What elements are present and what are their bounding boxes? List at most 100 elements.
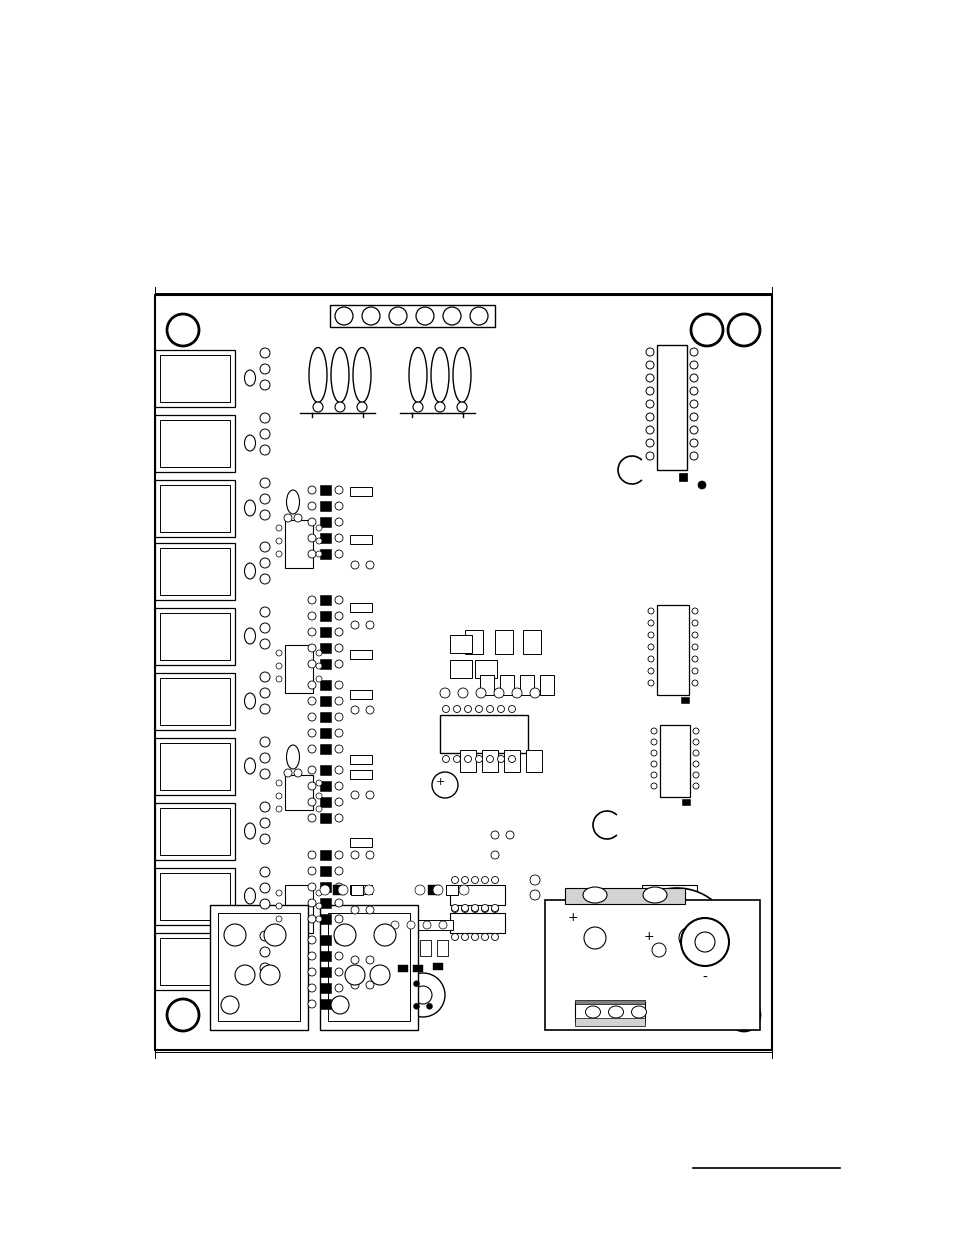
- Circle shape: [481, 877, 488, 883]
- Circle shape: [260, 947, 270, 957]
- Circle shape: [260, 672, 270, 682]
- Bar: [428, 885, 439, 895]
- Circle shape: [260, 429, 270, 438]
- Circle shape: [284, 514, 292, 522]
- Ellipse shape: [244, 693, 255, 709]
- Circle shape: [335, 745, 343, 753]
- Bar: [319, 595, 331, 605]
- Bar: [350, 690, 372, 699]
- Circle shape: [275, 781, 282, 785]
- Circle shape: [650, 772, 657, 778]
- Circle shape: [512, 688, 521, 698]
- Circle shape: [308, 867, 315, 876]
- Circle shape: [442, 308, 460, 325]
- Circle shape: [457, 688, 468, 698]
- Circle shape: [647, 643, 654, 650]
- Circle shape: [335, 629, 343, 636]
- Bar: [154, 673, 234, 730]
- Circle shape: [456, 403, 467, 412]
- Circle shape: [308, 697, 315, 705]
- Circle shape: [471, 905, 478, 913]
- Bar: [479, 676, 494, 695]
- Bar: [160, 743, 230, 790]
- Text: +: +: [435, 777, 444, 787]
- Circle shape: [645, 452, 654, 459]
- Bar: [525, 750, 541, 772]
- Circle shape: [692, 739, 699, 745]
- Bar: [154, 350, 234, 408]
- Bar: [319, 517, 331, 527]
- Circle shape: [308, 899, 315, 906]
- Bar: [319, 914, 331, 924]
- Circle shape: [691, 632, 698, 638]
- Bar: [154, 932, 234, 990]
- Circle shape: [260, 510, 270, 520]
- Bar: [154, 739, 234, 795]
- Circle shape: [645, 438, 654, 447]
- Circle shape: [486, 705, 493, 713]
- Circle shape: [234, 965, 254, 986]
- Bar: [419, 940, 431, 956]
- Circle shape: [422, 921, 431, 929]
- Bar: [350, 487, 372, 496]
- Circle shape: [651, 944, 665, 957]
- Ellipse shape: [244, 370, 255, 387]
- Bar: [433, 963, 442, 969]
- Circle shape: [645, 361, 654, 369]
- Circle shape: [391, 921, 398, 929]
- Bar: [319, 882, 331, 892]
- Bar: [160, 548, 230, 595]
- Bar: [499, 676, 514, 695]
- Circle shape: [491, 831, 498, 839]
- Circle shape: [260, 965, 280, 986]
- Circle shape: [275, 793, 282, 799]
- Circle shape: [647, 680, 654, 685]
- Ellipse shape: [244, 888, 255, 904]
- Bar: [330, 305, 495, 327]
- Circle shape: [698, 480, 705, 489]
- Circle shape: [260, 818, 270, 827]
- Circle shape: [260, 412, 270, 424]
- Circle shape: [294, 769, 302, 777]
- Circle shape: [356, 403, 367, 412]
- Bar: [319, 866, 331, 876]
- Circle shape: [167, 999, 199, 1031]
- Circle shape: [645, 374, 654, 382]
- Circle shape: [415, 885, 424, 895]
- Circle shape: [366, 906, 374, 914]
- Bar: [319, 850, 331, 860]
- Circle shape: [471, 877, 478, 883]
- Circle shape: [691, 643, 698, 650]
- Ellipse shape: [453, 347, 471, 403]
- Circle shape: [481, 934, 488, 941]
- Bar: [450, 885, 504, 905]
- Bar: [519, 676, 534, 695]
- Circle shape: [315, 650, 322, 656]
- Circle shape: [260, 558, 270, 568]
- Circle shape: [224, 924, 246, 946]
- Circle shape: [691, 620, 698, 626]
- Circle shape: [727, 999, 760, 1031]
- Circle shape: [335, 501, 343, 510]
- Ellipse shape: [585, 1007, 599, 1018]
- Circle shape: [426, 1003, 432, 1009]
- Circle shape: [650, 727, 657, 734]
- Circle shape: [647, 656, 654, 662]
- Bar: [450, 635, 472, 653]
- Circle shape: [413, 1003, 419, 1009]
- Circle shape: [315, 916, 322, 923]
- Circle shape: [335, 851, 343, 860]
- Circle shape: [650, 761, 657, 767]
- Bar: [388, 920, 453, 930]
- Circle shape: [335, 814, 343, 823]
- Circle shape: [692, 783, 699, 789]
- Circle shape: [650, 739, 657, 745]
- Circle shape: [650, 783, 657, 789]
- Circle shape: [294, 514, 302, 522]
- Circle shape: [260, 606, 270, 618]
- Circle shape: [476, 688, 485, 698]
- Circle shape: [451, 905, 458, 913]
- Bar: [154, 543, 234, 600]
- Bar: [160, 420, 230, 467]
- Circle shape: [260, 478, 270, 488]
